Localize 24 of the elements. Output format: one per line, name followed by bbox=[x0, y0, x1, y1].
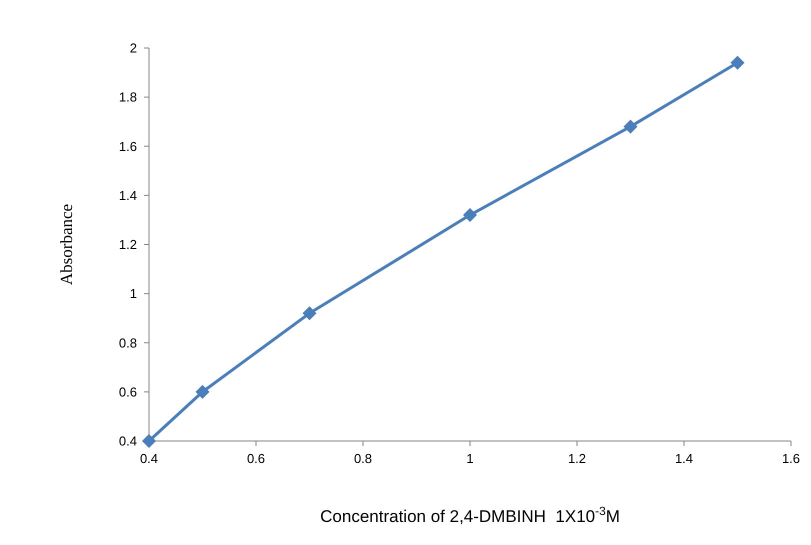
x-tick-label: 0.8 bbox=[354, 451, 372, 466]
y-tick-label: 1.6 bbox=[118, 138, 137, 154]
y-tick-label: 1.4 bbox=[118, 188, 137, 203]
y-tick-label: 1.2 bbox=[118, 237, 137, 252]
x-tick-label: 0.4 bbox=[140, 451, 158, 466]
y-tick-label: 0.8 bbox=[118, 335, 137, 350]
point bbox=[463, 208, 477, 222]
y-axis-title: Absorbance bbox=[57, 204, 76, 286]
y-tick-label: 2 bbox=[130, 40, 137, 56]
point bbox=[142, 434, 156, 448]
x-axis-title: Concentration of 2,4-DMBINH 1X10$^{-3}$M bbox=[320, 504, 620, 526]
point bbox=[302, 306, 316, 320]
y-tick-label: 1.8 bbox=[118, 90, 137, 105]
y-tick-label: 0.6 bbox=[118, 384, 137, 400]
x-tick-label: 1.4 bbox=[674, 451, 694, 466]
y-tick-label: 1 bbox=[130, 286, 137, 302]
x-tick-label: 1.6 bbox=[782, 451, 800, 466]
point bbox=[730, 56, 744, 70]
y-tick-label: 0.4 bbox=[118, 434, 137, 449]
x-tick-label: 1.2 bbox=[568, 451, 586, 466]
point bbox=[196, 384, 210, 399]
point bbox=[624, 120, 638, 134]
x-tick-label: 1 bbox=[466, 451, 474, 466]
x-tick-label: 0.6 bbox=[246, 451, 266, 466]
